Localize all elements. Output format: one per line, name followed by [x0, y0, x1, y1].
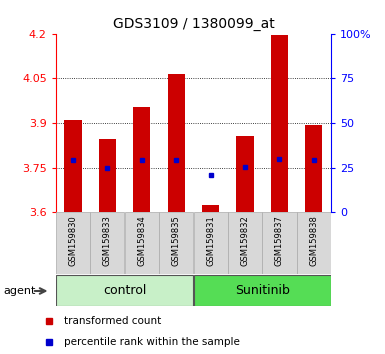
Bar — [90, 212, 124, 274]
Bar — [64, 120, 82, 212]
Bar — [56, 212, 90, 274]
Text: GSM159830: GSM159830 — [69, 216, 77, 266]
Text: transformed count: transformed count — [64, 316, 161, 326]
Bar — [305, 125, 323, 212]
Text: GSM159832: GSM159832 — [241, 216, 249, 266]
Bar — [202, 205, 219, 212]
Text: GSM159837: GSM159837 — [275, 216, 284, 266]
Bar — [236, 136, 254, 212]
Text: GSM159831: GSM159831 — [206, 216, 215, 266]
Bar — [263, 212, 296, 274]
Text: GSM159834: GSM159834 — [137, 216, 146, 266]
Bar — [228, 212, 262, 274]
Bar — [194, 275, 331, 306]
Bar — [56, 275, 193, 306]
Text: Sunitinib: Sunitinib — [235, 284, 290, 297]
Text: agent: agent — [4, 286, 36, 296]
Bar — [167, 74, 185, 212]
Bar — [297, 212, 331, 274]
Text: GSM159835: GSM159835 — [172, 216, 181, 266]
Text: percentile rank within the sample: percentile rank within the sample — [64, 337, 240, 347]
Text: GSM159833: GSM159833 — [103, 216, 112, 266]
Text: control: control — [103, 284, 146, 297]
Text: GSM159838: GSM159838 — [310, 216, 318, 266]
Bar — [159, 212, 193, 274]
Bar — [133, 107, 151, 212]
Bar — [125, 212, 159, 274]
Bar — [271, 35, 288, 212]
Bar — [194, 212, 228, 274]
Bar — [99, 139, 116, 212]
Title: GDS3109 / 1380099_at: GDS3109 / 1380099_at — [112, 17, 275, 31]
